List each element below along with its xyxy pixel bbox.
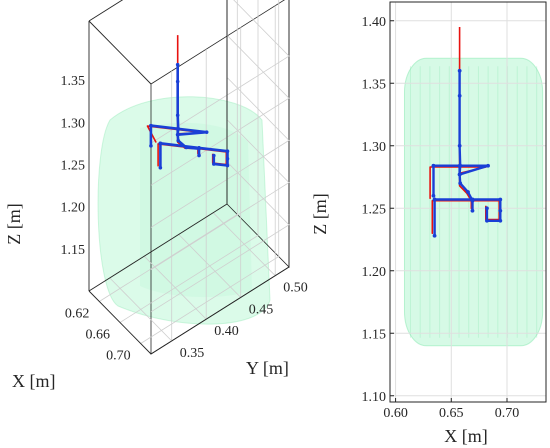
xz-projection-plot: 0.60 0.65 0.70 1.10 1.15 1.20 1.25 1.30 1.35 1.40… [310,1,547,446]
measured-point-3d [149,144,153,148]
z-grid-line [150,77,290,228]
x-axis-label-2d: X [m] [444,426,488,446]
2d-grid [390,2,546,402]
2d-series [429,27,503,238]
measured-point-3d [176,138,181,143]
2d-tick-labels: 0.60 0.65 0.70 1.10 1.15 1.20 1.25 1.30 1.35 1.40 [362,15,520,421]
z-tick-label-3d: 1.20 [61,201,86,216]
measured-point-3d [184,145,189,150]
x-tick-label: 0.70 [495,406,520,421]
z-tick-label-3d: 1.30 [61,116,86,131]
x-grid-line [99,0,238,302]
measured-point-3d [175,79,180,84]
measured-point [470,197,475,202]
measured-point [498,197,503,202]
x-tick-label: 0.65 [439,406,464,421]
y-tick-label-3d: 0.40 [214,324,239,339]
measured-point-3d [225,156,230,161]
box-edge [88,20,152,85]
z-grid-line [150,119,290,270]
y-tick-label-3d: 0.35 [180,346,205,361]
measured-point [466,190,470,194]
box-edge [150,266,290,355]
measured-point-3d [175,132,180,137]
measured-point [470,208,475,213]
x-tick-label-3d: 0.62 [65,307,90,322]
z-tick-label: 1.35 [362,77,387,92]
measured-point [457,163,462,168]
measured-point-3d [197,146,201,150]
measured-point [486,163,490,168]
measured-point [432,197,437,202]
y-axis-label-3d: Y [m] [246,358,289,378]
z-tick-label: 1.40 [362,15,387,30]
trajectory-3d [146,35,230,170]
measured-point [458,181,463,186]
y-tick-label-3d: 0.50 [283,281,308,296]
measured-point-3d [158,165,163,170]
z-tick-label: 1.10 [362,390,387,405]
z-grid-line [150,161,290,313]
x-axis-label-3d: X [m] [12,371,56,391]
box-edge [88,0,124,22]
measured-point-3d [197,153,201,158]
x-tick-label: 0.60 [383,406,408,421]
measured-point-3d [175,126,180,131]
measured-point-3d [158,141,163,146]
measured-point [498,208,503,213]
z-axis-label-2d: Z [m] [310,193,330,234]
z-tick-label-3d: 1.35 [61,74,86,89]
box-edge [88,290,152,355]
z-tick-label-3d: 1.25 [61,158,86,173]
measured-point-3d [204,130,209,134]
3d-axes-grid [88,0,290,355]
measured-trajectory-3d-line [149,64,229,170]
x-tick-label-3d: 0.70 [106,349,131,364]
x-grid-line [140,0,280,344]
plot-area-background [390,2,546,402]
z-tick-label-3d: 1.15 [61,243,86,258]
measured-point-3d [225,163,230,168]
measured-point-3d [149,123,153,128]
z-grid-line [150,34,290,186]
plot-frame [389,1,547,403]
measured-point-3d [175,113,180,118]
3d-tick-labels: 1.15 1.20 1.25 1.30 1.35 0.62 0.66 0.70 0.35 0.40… [61,74,308,363]
x-tick-label-3d: 0.66 [86,328,111,343]
measured-point [485,218,489,223]
z-tick-label: 1.25 [362,202,387,217]
measured-point [485,206,489,211]
box-edge [88,203,228,292]
x-grid-line [119,0,259,323]
measured-trajectory-line [432,70,502,238]
measured-point [431,193,436,198]
measured-point [457,143,462,148]
y-tick-label-3d: 0.45 [249,302,274,317]
measured-point-3d [225,149,230,154]
3d-trajectory-plot: 1.15 1.20 1.25 1.30 1.35 0.62 0.66 0.70 0.35 0.40… [4,0,308,391]
measured-point [432,233,437,238]
z-grid-line [150,0,290,144]
z-tick-label: 1.20 [362,265,387,280]
measured-point [431,163,436,168]
measured-point-3d [175,62,180,67]
measured-point-3d [212,162,216,166]
z-tick-label: 1.15 [362,327,387,342]
measured-point [498,218,503,223]
z-tick-label: 1.30 [362,140,387,155]
measured-point [457,93,462,98]
measured-point [457,172,462,177]
measured-point [457,68,462,73]
z-axis-label-3d: Z [m] [4,203,24,244]
measured-point-3d [212,153,216,158]
